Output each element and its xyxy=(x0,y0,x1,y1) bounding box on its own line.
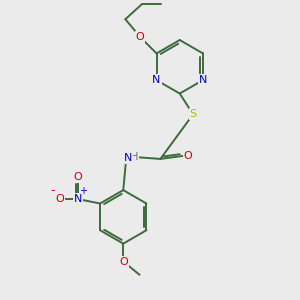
Text: -: - xyxy=(51,184,56,197)
Text: O: O xyxy=(119,257,128,267)
Text: N: N xyxy=(74,194,82,204)
Text: +: + xyxy=(79,186,87,196)
Text: N: N xyxy=(199,75,207,85)
Text: O: O xyxy=(56,194,64,204)
Text: O: O xyxy=(184,151,192,161)
Text: N: N xyxy=(152,75,161,85)
Text: N: N xyxy=(124,153,132,163)
Text: O: O xyxy=(136,32,145,42)
Text: H: H xyxy=(131,152,138,162)
Text: O: O xyxy=(74,172,82,182)
Text: S: S xyxy=(190,109,197,119)
